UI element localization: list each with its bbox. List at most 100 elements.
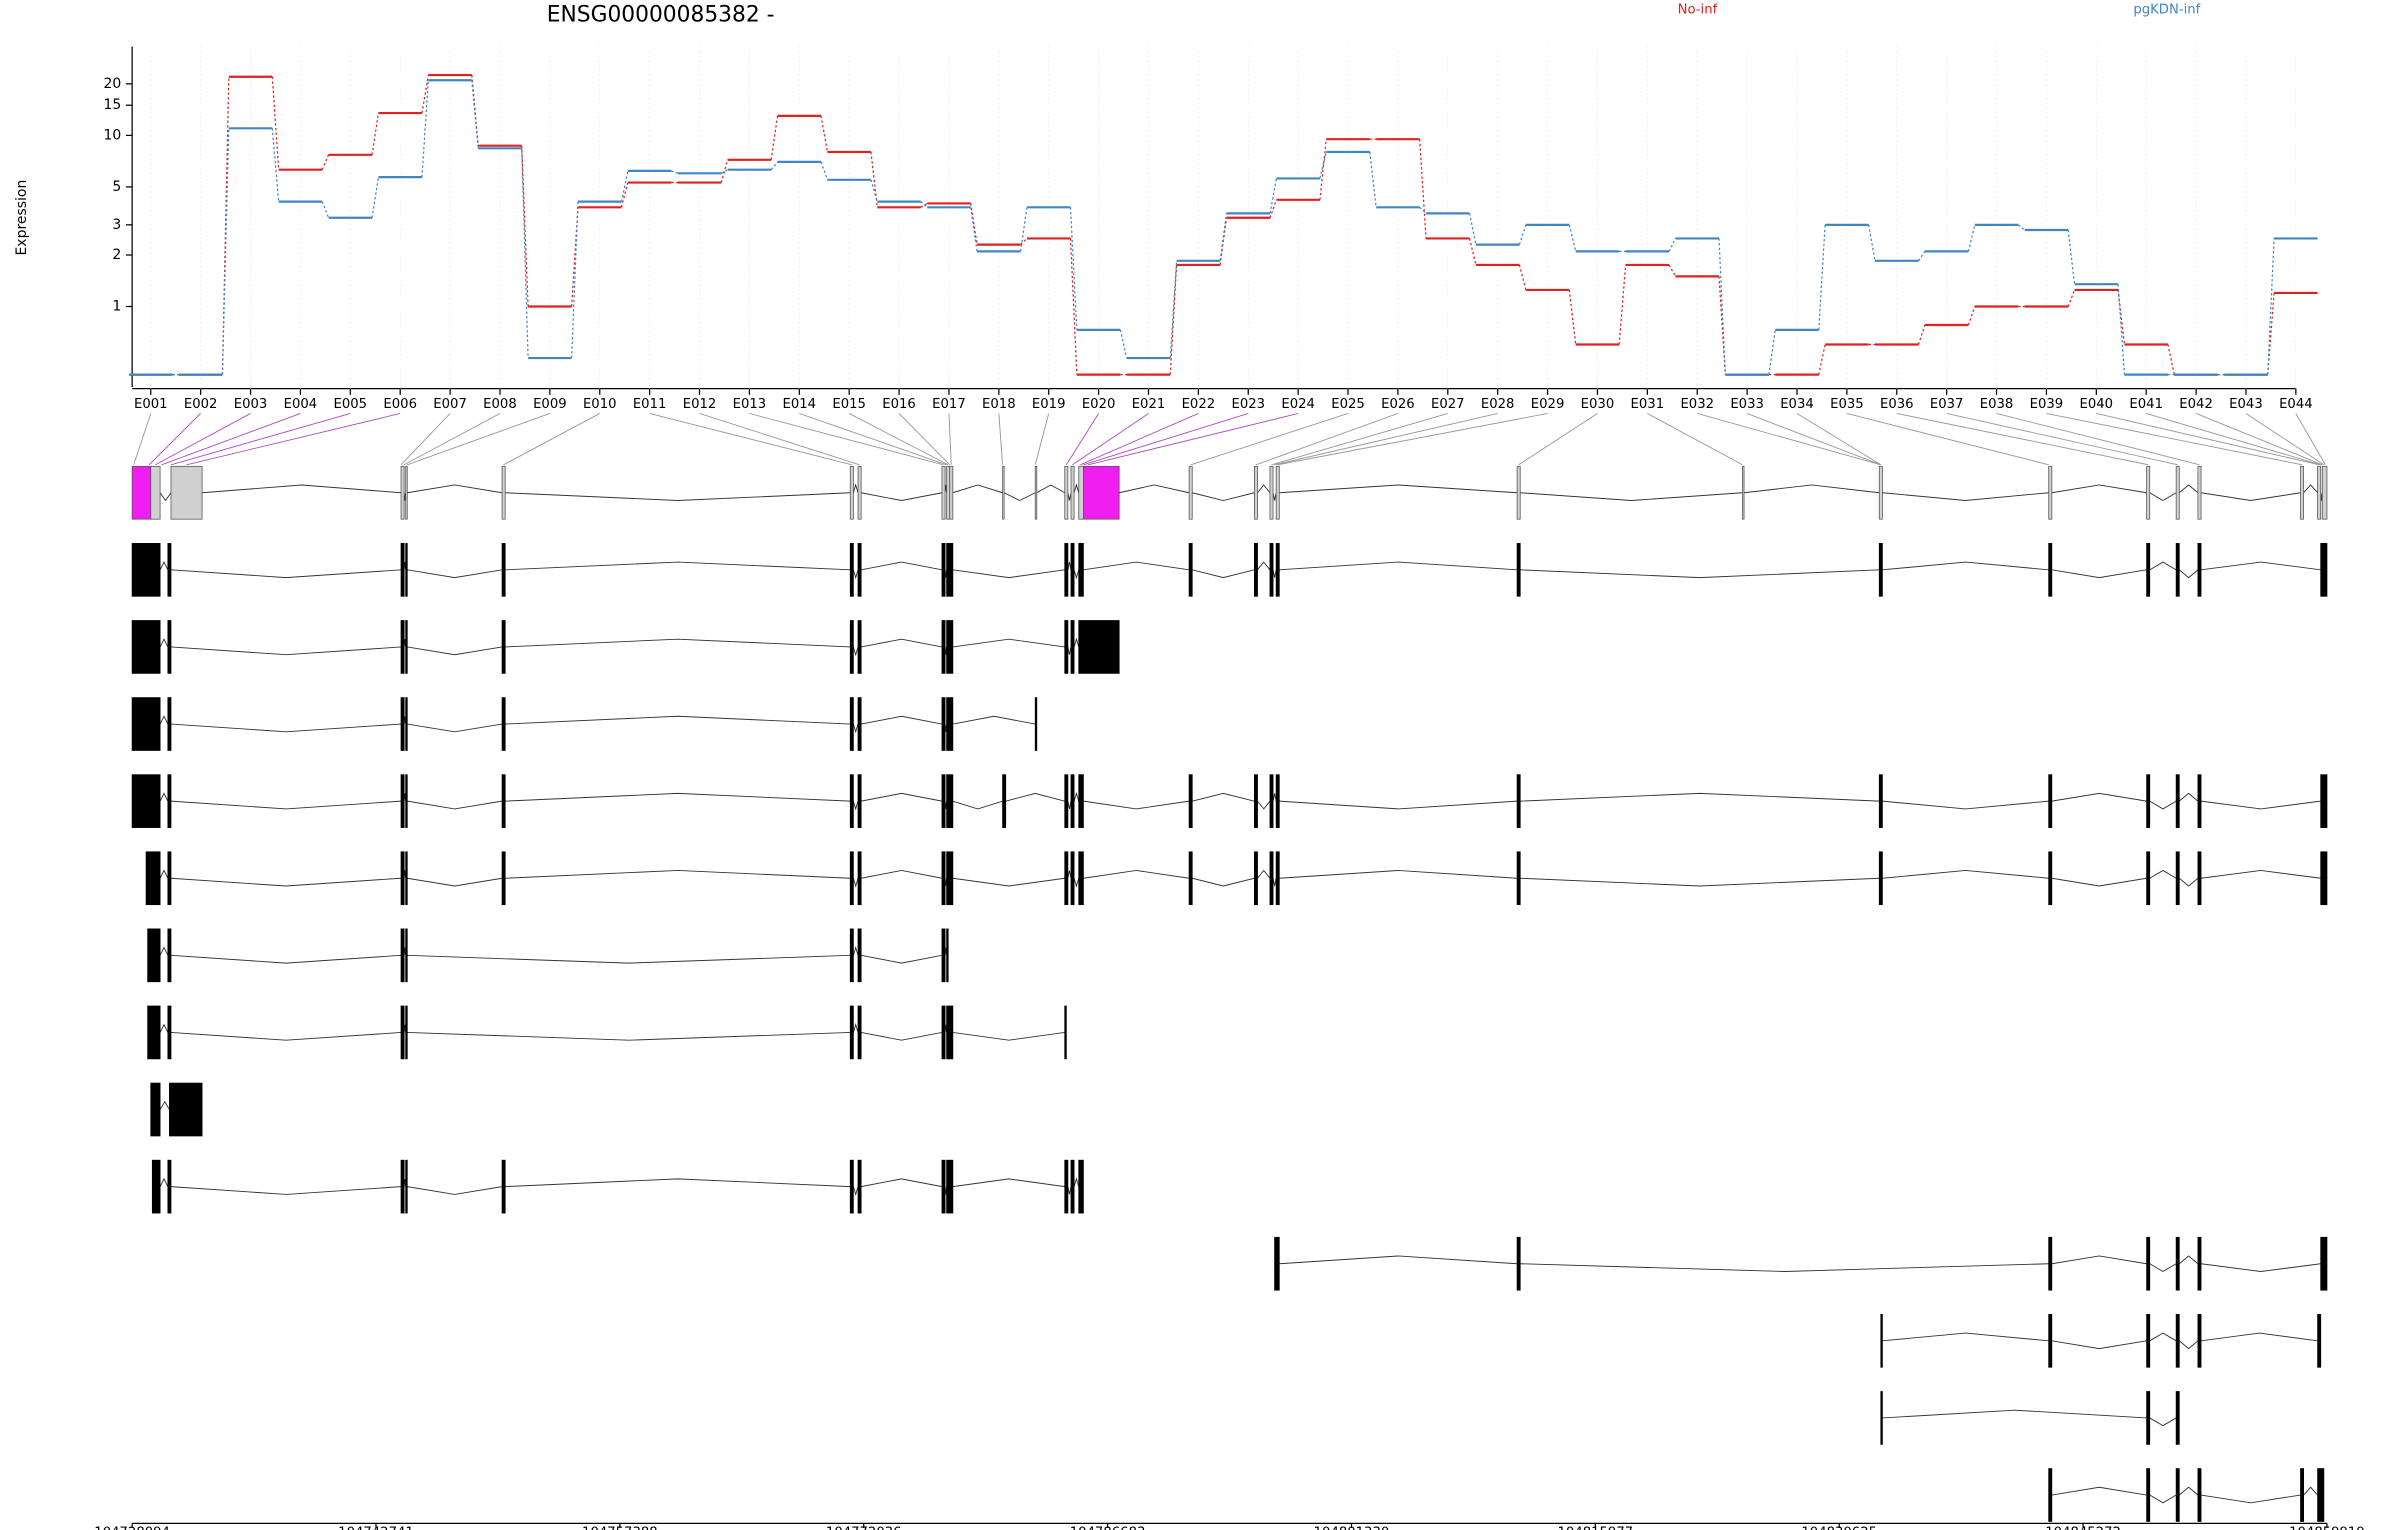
intron: [1073, 878, 1080, 888]
intron: [170, 800, 402, 810]
intron: [159, 638, 169, 648]
intron: [1882, 492, 2049, 501]
intron: [2149, 492, 2177, 502]
connector: [2017, 224, 2026, 231]
intron: [852, 1186, 859, 1197]
intron: [505, 1178, 851, 1188]
exon: [857, 620, 862, 674]
exon: [2300, 1468, 2305, 1522]
intron: [1036, 484, 1065, 494]
exon-link: [1796, 413, 1882, 466]
exon: [405, 851, 408, 906]
exon: [1254, 774, 1258, 828]
exon-link: [170, 413, 351, 466]
intron: [1073, 483, 1080, 493]
y-tick-label: 2: [112, 247, 121, 263]
connector: [471, 80, 479, 149]
exon: [151, 1159, 161, 1214]
intron: [1119, 484, 1190, 494]
exon: [2048, 543, 2053, 597]
exon: [1516, 851, 1521, 906]
genome-tick-label: 104859919: [2289, 1526, 2365, 1530]
exon: [1188, 543, 1193, 597]
y-tick-label: 20: [103, 76, 121, 92]
exon: [501, 851, 506, 906]
intron: [407, 800, 503, 810]
intron: [1192, 877, 1255, 887]
exon-link: [749, 413, 944, 466]
exon: [147, 928, 161, 983]
intron: [1257, 484, 1271, 494]
x-tick-label: E037: [1930, 397, 1964, 412]
exon: [2146, 1391, 2151, 1445]
exon: [501, 1159, 506, 1214]
intron: [407, 954, 851, 964]
exon: [2146, 1314, 2151, 1368]
exon: [405, 543, 408, 597]
exon: [941, 851, 946, 906]
legend-entry: pgKDN-inf: [2133, 2, 2200, 17]
exon: [949, 774, 954, 828]
genome-tick-label: 104757388: [582, 1526, 658, 1530]
exon: [1275, 774, 1280, 828]
connector: [1069, 238, 1078, 375]
intron: [952, 1178, 1065, 1188]
exon: [946, 697, 954, 751]
x-tick-label: E006: [383, 397, 417, 412]
intron: [1272, 569, 1277, 578]
exon: [941, 928, 946, 983]
connector: [1967, 306, 1976, 326]
intron: [852, 1023, 859, 1033]
intron: [159, 1023, 169, 1033]
y-tick-label: 5: [112, 179, 121, 195]
exon: [941, 697, 946, 751]
exon: [2197, 851, 2202, 906]
genome-tick-label: 104845272: [2045, 1526, 2121, 1530]
exon-link: [1083, 413, 1249, 466]
exon: [2048, 1236, 2053, 1291]
intron: [1067, 801, 1072, 810]
exon: [857, 543, 862, 597]
exon-link: [1946, 413, 2178, 466]
exon: [1070, 620, 1075, 674]
intron: [1073, 1177, 1080, 1187]
exon: [400, 928, 405, 983]
exon: [2175, 1314, 2180, 1368]
exon-link: [503, 413, 600, 466]
intron: [505, 561, 851, 571]
exon-link: [1896, 413, 2149, 466]
x-tick-label: E017: [932, 397, 966, 412]
exon: [857, 851, 862, 906]
intron: [2303, 1486, 2318, 1496]
intron: [852, 646, 859, 657]
connector: [1868, 224, 1876, 261]
x-tick-label: E044: [2279, 397, 2313, 412]
exon: [941, 774, 946, 828]
intron: [2149, 1417, 2177, 1427]
exon-link: [699, 413, 860, 466]
intron: [1073, 637, 1080, 648]
connector: [1668, 264, 1677, 277]
exon: [946, 851, 951, 906]
exon: [1269, 543, 1274, 597]
exon-link: [1080, 413, 1199, 466]
intron: [1520, 492, 1743, 501]
intron: [1882, 800, 2049, 810]
intron: [159, 561, 169, 571]
exon-link: [1271, 413, 1448, 466]
exon: [1083, 465, 1120, 520]
intron: [952, 638, 1065, 648]
exon-link: [2046, 413, 2303, 466]
exon: [857, 1159, 862, 1214]
intron: [407, 646, 503, 656]
exon: [949, 465, 954, 520]
exon: [1269, 465, 1274, 520]
exon: [941, 620, 946, 674]
intron: [1003, 492, 1036, 502]
exon: [1880, 1314, 1883, 1368]
exon-link: [1065, 413, 1099, 466]
exon-link: [407, 413, 551, 466]
intron: [852, 878, 859, 888]
exon-link: [155, 413, 251, 466]
intron: [1272, 492, 1277, 501]
